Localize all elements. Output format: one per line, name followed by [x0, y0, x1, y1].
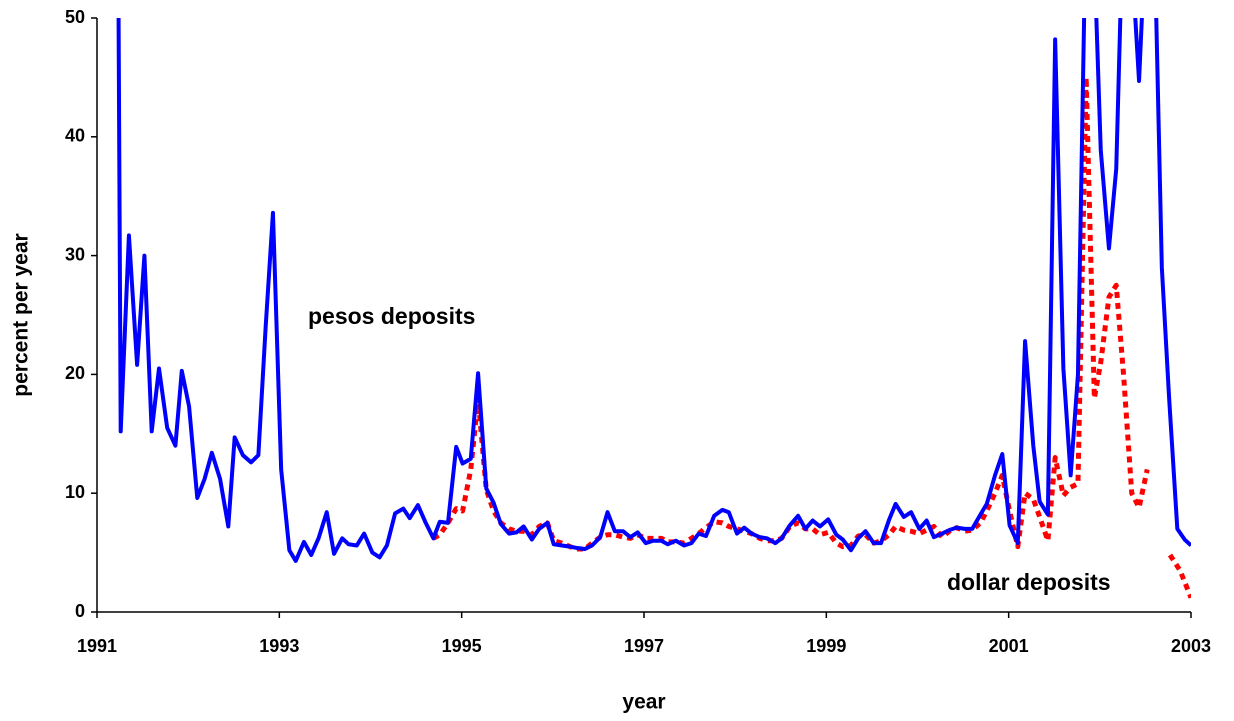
y-axis-title: percent per year: [10, 233, 33, 396]
y-tick-label: 40: [65, 126, 85, 146]
series-label: dollar deposits: [947, 569, 1111, 595]
x-tick-label: 1999: [806, 636, 846, 656]
x-tick-label: 1993: [259, 636, 299, 656]
plot-area: [116, 18, 1191, 599]
x-tick-label: 1995: [442, 636, 482, 656]
series-label: pesos deposits: [308, 303, 475, 329]
y-tick-label: 30: [65, 244, 85, 264]
series-line: [116, 18, 1191, 563]
x-tick-label: 1991: [77, 636, 117, 656]
y-tick-label: 20: [65, 363, 85, 383]
x-axis-title: year: [622, 691, 665, 714]
y-tick-label: 10: [65, 482, 85, 502]
y-tick-label: 50: [65, 7, 85, 27]
x-tick-label: 2003: [1171, 636, 1211, 656]
x-tick-label: 1997: [624, 636, 664, 656]
x-tick-label: 2001: [989, 636, 1029, 656]
y-tick-label: 0: [75, 601, 85, 621]
